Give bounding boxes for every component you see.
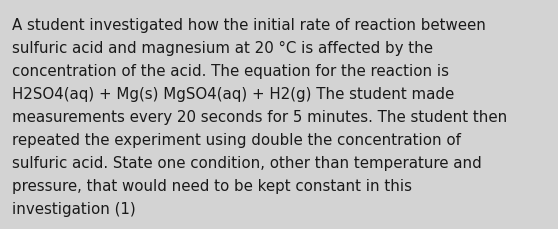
Text: investigation (1): investigation (1) [12,201,136,216]
Text: measurements every 20 seconds for 5 minutes. The student then: measurements every 20 seconds for 5 minu… [12,109,507,124]
Text: H2SO4(aq) + Mg(s) MgSO4(aq) + H2(g) The student made: H2SO4(aq) + Mg(s) MgSO4(aq) + H2(g) The … [12,87,454,101]
Text: repeated the experiment using double the concentration of: repeated the experiment using double the… [12,132,461,147]
Text: pressure, that would need to be kept constant in this: pressure, that would need to be kept con… [12,178,412,193]
Text: sulfuric acid. State one condition, other than temperature and: sulfuric acid. State one condition, othe… [12,155,482,170]
Text: sulfuric acid and magnesium at 20 °C is affected by the: sulfuric acid and magnesium at 20 °C is … [12,41,433,56]
Text: A student investigated how the initial rate of reaction between: A student investigated how the initial r… [12,18,486,33]
Text: concentration of the acid. The equation for the reaction is: concentration of the acid. The equation … [12,64,449,79]
